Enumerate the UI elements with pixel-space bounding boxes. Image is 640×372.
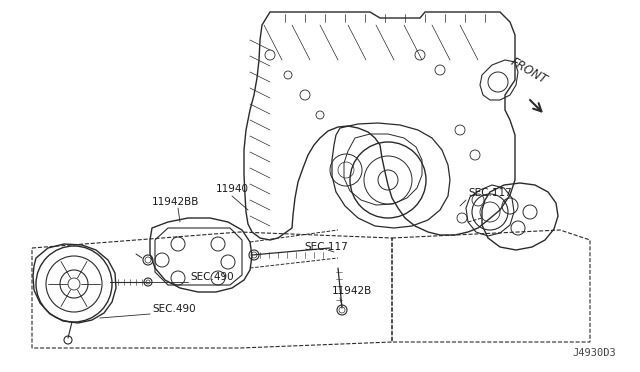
Text: SEC.117: SEC.117 (468, 188, 512, 198)
Text: 11942BB: 11942BB (152, 197, 200, 207)
Text: 11940: 11940 (216, 184, 249, 194)
Text: 11942B: 11942B (332, 286, 372, 296)
Text: FRONT: FRONT (508, 56, 549, 87)
Text: SEC.490: SEC.490 (190, 272, 234, 282)
Text: SEC.490: SEC.490 (152, 304, 196, 314)
Text: J4930D3: J4930D3 (572, 348, 616, 358)
Text: SEC.117: SEC.117 (304, 242, 348, 252)
